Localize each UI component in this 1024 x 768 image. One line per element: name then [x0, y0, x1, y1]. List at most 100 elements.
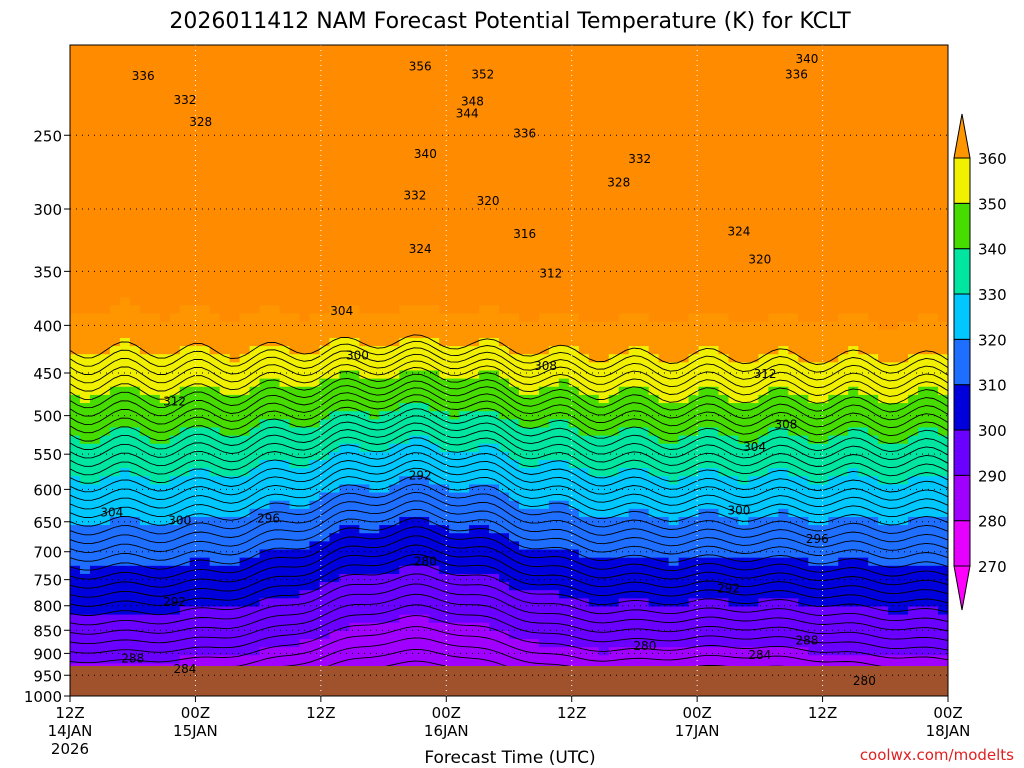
field-cell	[309, 337, 321, 347]
field-cell	[558, 289, 570, 298]
field-cell	[329, 419, 340, 429]
field-cell	[399, 297, 410, 306]
field-cell	[758, 362, 770, 372]
field-cell	[79, 134, 91, 144]
field-cell	[768, 167, 779, 176]
field-cell	[688, 427, 700, 437]
field-cell	[848, 191, 859, 201]
field-cell	[888, 370, 899, 380]
field-cell	[299, 199, 311, 209]
field-cell	[239, 305, 251, 315]
field-cell	[399, 272, 410, 282]
field-cell	[868, 346, 879, 355]
field-cell	[169, 69, 181, 79]
field-cell	[708, 419, 720, 429]
field-cell	[369, 199, 380, 209]
field-cell	[509, 167, 520, 176]
field-cell	[409, 451, 420, 461]
field-cell	[79, 411, 91, 420]
field-cell	[548, 61, 560, 71]
field-cell	[888, 403, 899, 412]
field-cell	[329, 126, 340, 136]
field-cell	[858, 346, 869, 355]
field-cell	[768, 297, 779, 306]
field-cell	[139, 460, 151, 469]
field-cell	[628, 419, 640, 429]
field-cell	[129, 354, 141, 363]
field-cell	[678, 150, 690, 160]
field-cell	[189, 354, 201, 363]
field-cell	[279, 500, 291, 510]
field-cell	[888, 134, 899, 144]
field-cell	[638, 451, 650, 461]
field-cell	[808, 110, 819, 119]
field-cell	[419, 289, 430, 298]
field-cell	[189, 362, 201, 372]
field-cell	[359, 175, 370, 184]
field-cell	[928, 142, 939, 152]
field-cell	[888, 394, 899, 404]
field-cell	[868, 85, 879, 95]
field-cell	[808, 264, 819, 274]
field-cell	[568, 61, 580, 71]
field-cell	[449, 476, 460, 486]
field-cell	[299, 484, 311, 494]
field-cell	[638, 386, 650, 396]
field-cell	[828, 460, 839, 469]
field-cell	[139, 492, 151, 502]
field-cell	[439, 411, 450, 420]
field-cell	[179, 248, 191, 258]
field-cell	[159, 199, 171, 209]
field-cell	[89, 272, 101, 282]
field-cell	[119, 492, 131, 502]
field-cell	[578, 167, 590, 176]
field-cell	[848, 419, 859, 429]
field-cell	[778, 215, 789, 225]
field-cell	[219, 346, 231, 355]
field-cell	[319, 77, 331, 87]
field-cell	[249, 297, 261, 306]
field-cell	[289, 175, 301, 184]
field-cell	[279, 53, 291, 62]
field-cell	[708, 427, 720, 437]
field-cell	[399, 460, 410, 469]
field-cell	[818, 69, 829, 79]
field-cell	[409, 240, 420, 250]
field-cell	[738, 199, 750, 209]
field-cell	[778, 370, 789, 380]
field-cell	[449, 167, 460, 176]
field-cell	[259, 378, 271, 388]
field-cell	[898, 354, 909, 363]
field-cell	[798, 142, 809, 152]
field-cell	[329, 150, 340, 160]
field-cell	[309, 346, 321, 355]
field-cell	[199, 69, 211, 79]
field-cell	[748, 419, 760, 429]
field-cell	[888, 386, 899, 396]
field-cell	[379, 215, 390, 225]
field-cell	[329, 224, 340, 233]
field-cell	[558, 264, 570, 274]
field-cell	[389, 85, 400, 95]
field-cell	[798, 207, 809, 217]
field-cell	[648, 248, 660, 258]
field-cell	[169, 158, 181, 168]
field-cell	[858, 175, 869, 184]
field-cell	[808, 167, 819, 176]
field-cell	[528, 378, 540, 388]
field-cell	[339, 158, 350, 168]
field-cell	[239, 386, 251, 396]
field-cell	[239, 354, 251, 363]
field-cell	[369, 460, 380, 469]
field-cell	[289, 386, 301, 396]
field-cell	[89, 411, 101, 420]
field-cell	[249, 460, 261, 469]
field-cell	[369, 419, 380, 429]
field-cell	[169, 232, 181, 241]
field-cell	[678, 126, 690, 136]
field-cell	[698, 183, 710, 193]
field-cell	[179, 118, 191, 127]
field-cell	[469, 232, 480, 241]
field-cell	[898, 191, 909, 201]
field-cell	[878, 362, 889, 372]
